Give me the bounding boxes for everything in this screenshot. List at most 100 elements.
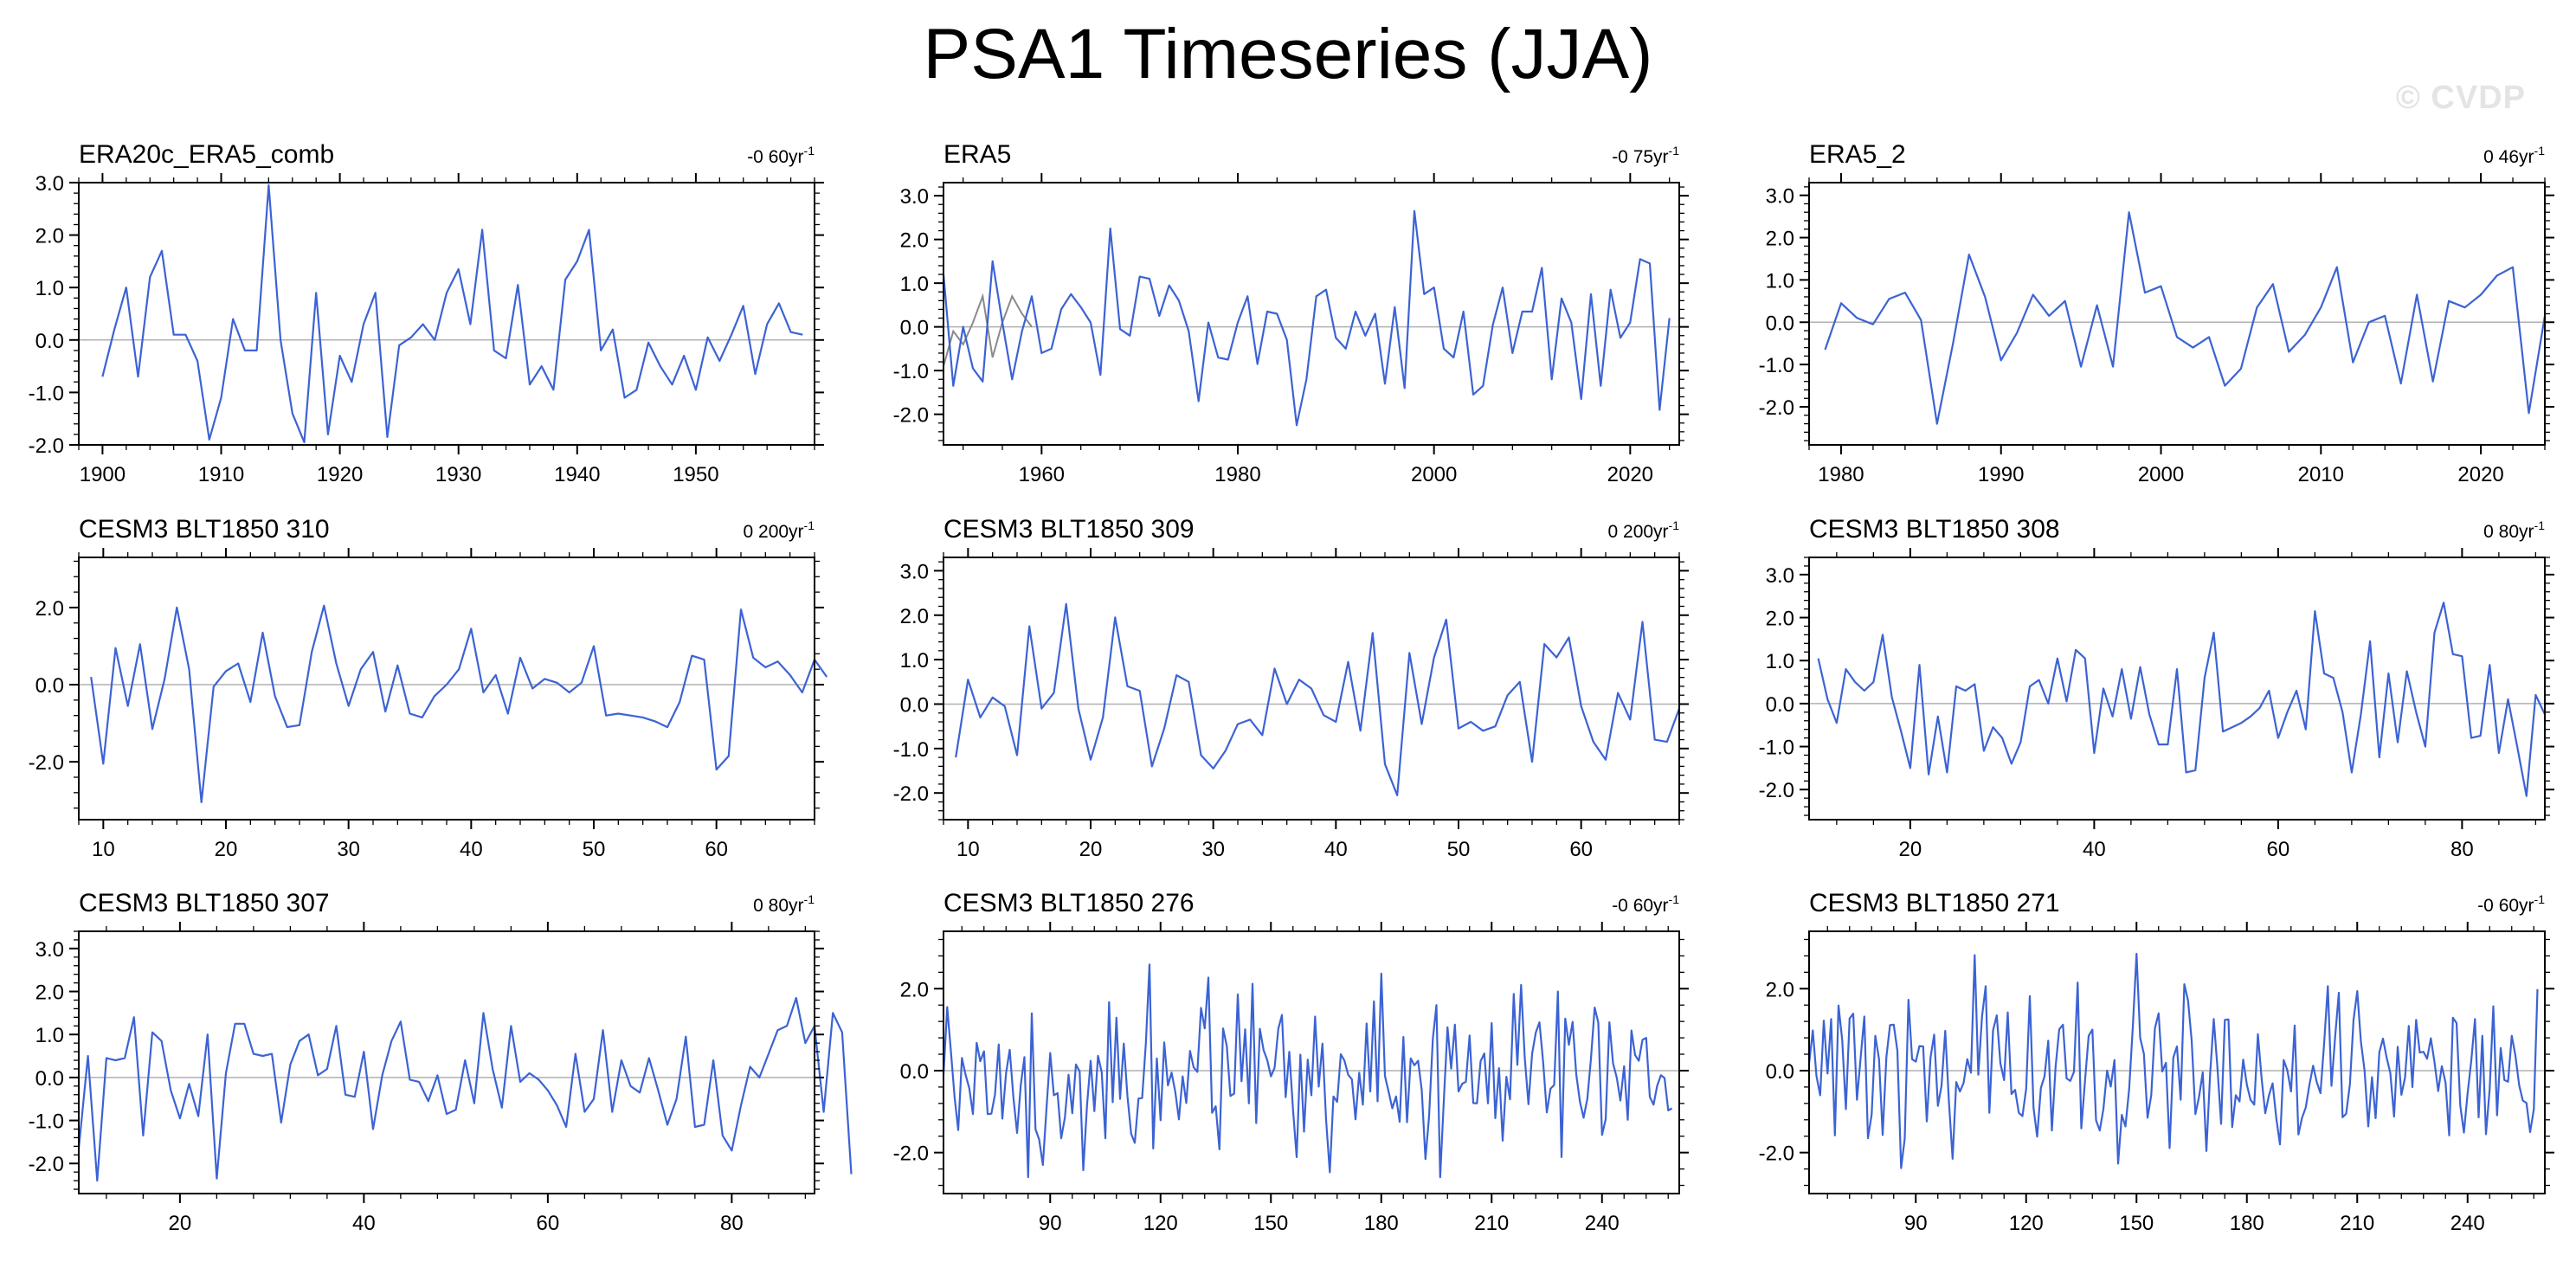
y-tick-label: 2.0 bbox=[35, 225, 64, 248]
x-tick-label: 20 bbox=[169, 1212, 192, 1235]
series-line bbox=[955, 602, 1681, 796]
x-tick-label: 40 bbox=[460, 838, 483, 861]
x-tick-label: 10 bbox=[956, 838, 980, 861]
x-tick-label: 2020 bbox=[1607, 463, 1653, 486]
y-tick-label: -1.0 bbox=[1759, 737, 1794, 760]
x-tick-label: 50 bbox=[1447, 838, 1471, 861]
y-tick-label: -1.0 bbox=[1759, 354, 1794, 377]
series-line bbox=[1817, 602, 2546, 797]
y-tick-label: -2.0 bbox=[29, 434, 64, 458]
plot-frame bbox=[943, 930, 1680, 1194]
chart-panel-6: CESM3 BLT1850 308 0 80yr-1 -2.0 -1.0 0.0 1.0 2… bbox=[1759, 515, 2554, 861]
x-tick-label: 60 bbox=[1569, 838, 1593, 861]
x-tick-label: 90 bbox=[1904, 1212, 1928, 1235]
chart-panel-9: CESM3 BLT1850 271 -0 60yr-1 -2.0 0.0 2.0 90 12… bbox=[1759, 889, 2554, 1235]
panel-trend-label: -0 60yr-1 bbox=[2477, 892, 2545, 916]
y-tick-label: 1.0 bbox=[900, 649, 929, 673]
panel-title: CESM3 BLT1850 276 bbox=[943, 889, 1195, 917]
y-tick-label: 0.0 bbox=[35, 330, 64, 353]
y-tick-label: 3.0 bbox=[900, 560, 929, 583]
x-tick-label: 20 bbox=[1079, 838, 1103, 861]
y-tick-label: 0.0 bbox=[900, 317, 929, 340]
y-tick-label: -1.0 bbox=[29, 382, 64, 405]
trend-exponent: -1 bbox=[2534, 518, 2546, 532]
x-tick-label: 1960 bbox=[1019, 463, 1065, 486]
trend-value: -0 60yr bbox=[1612, 896, 1668, 916]
y-tick-label: 0.0 bbox=[900, 1060, 929, 1084]
y-tick-label: 2.0 bbox=[35, 982, 64, 1005]
y-tick-label: -1.0 bbox=[893, 360, 929, 383]
x-tick-label: 40 bbox=[352, 1212, 376, 1235]
y-tick-label: 3.0 bbox=[35, 938, 64, 962]
y-tick-label: -2.0 bbox=[893, 404, 929, 428]
trend-exponent: -1 bbox=[804, 892, 815, 906]
y-tick-label: 2.0 bbox=[900, 229, 929, 253]
chart-panel-2: ERA5 -0 75yr-1 -2.0 -1.0 0.0 1.0 2.0 3.0 1960 198… bbox=[893, 140, 1689, 486]
y-tick-label: 2.0 bbox=[1766, 228, 1794, 251]
series-line bbox=[77, 996, 853, 1182]
panel-trend-label: -0 60yr-1 bbox=[747, 144, 815, 167]
trend-value: -0 60yr bbox=[2477, 896, 2534, 916]
chart-panel-4: CESM3 BLT1850 310 0 200yr-1 -2.0 0.0 2.0 10 20… bbox=[29, 515, 828, 861]
panel-title: CESM3 BLT1850 308 bbox=[1809, 515, 2060, 544]
x-tick-label: 60 bbox=[705, 838, 728, 861]
panel-trend-label: 0 46yr-1 bbox=[2483, 144, 2545, 167]
trend-exponent: -1 bbox=[1669, 892, 1680, 906]
x-tick-label: 2000 bbox=[1411, 463, 1457, 486]
x-tick-label: 150 bbox=[1253, 1212, 1288, 1235]
panel-title: ERA20c_ERA5_comb bbox=[79, 140, 334, 169]
x-tick-label: 90 bbox=[1039, 1212, 1062, 1235]
trend-exponent: -1 bbox=[1669, 518, 1680, 532]
x-tick-label: 180 bbox=[1364, 1212, 1399, 1235]
trend-value: -0 75yr bbox=[1612, 147, 1668, 167]
y-tick-label: 3.0 bbox=[900, 185, 929, 209]
x-tick-label: 1990 bbox=[1978, 463, 2024, 486]
plot-frame bbox=[943, 182, 1680, 446]
y-tick-label: 3.0 bbox=[35, 172, 64, 196]
x-tick-label: 40 bbox=[2083, 838, 2106, 861]
panel-trend-label: -0 60yr-1 bbox=[1612, 892, 1679, 916]
series-line bbox=[1807, 952, 2539, 1169]
y-tick-label: 1.0 bbox=[900, 273, 929, 296]
x-tick-label: 1900 bbox=[80, 463, 126, 486]
y-tick-label: 0.0 bbox=[35, 1067, 64, 1091]
series-line bbox=[101, 183, 803, 444]
x-tick-label: 210 bbox=[1474, 1212, 1509, 1235]
series-line bbox=[942, 963, 1673, 1179]
y-tick-label: 3.0 bbox=[1766, 185, 1794, 209]
x-tick-label: 60 bbox=[2267, 838, 2290, 861]
x-tick-label: 1930 bbox=[435, 463, 481, 486]
y-tick-label: 0.0 bbox=[1766, 312, 1794, 335]
trend-value: 0 80yr bbox=[753, 896, 803, 916]
y-tick-label: 0.0 bbox=[1766, 1060, 1794, 1084]
y-tick-label: 2.0 bbox=[35, 597, 64, 621]
plot-frame bbox=[78, 557, 815, 821]
plot-frame bbox=[78, 182, 815, 446]
x-tick-label: 1940 bbox=[554, 463, 600, 486]
y-tick-label: -2.0 bbox=[1759, 396, 1794, 420]
y-tick-label: 2.0 bbox=[900, 978, 929, 1001]
x-tick-label: 180 bbox=[2230, 1212, 2264, 1235]
y-tick-label: 2.0 bbox=[1766, 608, 1794, 631]
y-tick-label: 0.0 bbox=[900, 693, 929, 717]
x-tick-label: 80 bbox=[720, 1212, 744, 1235]
y-tick-label: 1.0 bbox=[35, 277, 64, 300]
chart-panel-3: ERA5_2 0 46yr-1 -2.0 -1.0 0.0 1.0 2.0 3.0 1980 19… bbox=[1759, 140, 2554, 486]
series-line bbox=[942, 209, 1671, 427]
x-tick-label: 1950 bbox=[673, 463, 718, 486]
plot-frame bbox=[1808, 930, 2546, 1194]
chart-panel-1: ERA20c_ERA5_comb -0 60yr-1 -2.0 -1.0 0.0 1.0 2… bbox=[29, 140, 824, 486]
x-tick-label: 60 bbox=[537, 1212, 560, 1235]
plot-frame bbox=[1808, 557, 2546, 821]
x-tick-label: 1920 bbox=[317, 463, 363, 486]
y-tick-label: -2.0 bbox=[1759, 1142, 1794, 1166]
x-tick-label: 2000 bbox=[2138, 463, 2184, 486]
y-tick-label: 0.0 bbox=[1766, 693, 1794, 717]
x-tick-label: 10 bbox=[92, 838, 115, 861]
y-tick-label: -2.0 bbox=[29, 1153, 64, 1176]
panel-trend-label: -0 75yr-1 bbox=[1612, 144, 1679, 167]
x-tick-label: 2020 bbox=[2457, 463, 2503, 486]
y-tick-label: 1.0 bbox=[1766, 269, 1794, 293]
trend-value: 0 200yr bbox=[1608, 522, 1669, 542]
